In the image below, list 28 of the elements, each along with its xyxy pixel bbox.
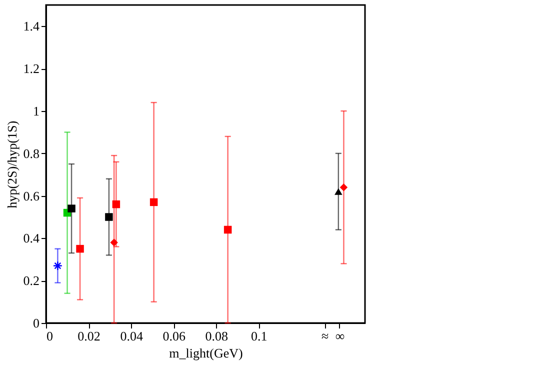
- x-tick-label: 0.08: [205, 328, 228, 344]
- point: [150, 198, 158, 206]
- x-tick-label: 0.06: [162, 328, 186, 344]
- y-axis-title: hyp(2S)/hyp(1S): [4, 120, 20, 208]
- y-tick-label: 0.4: [23, 230, 40, 246]
- x-tick-label: ∞: [335, 328, 345, 344]
- point: [340, 183, 348, 192]
- x-tick-label: ≈: [322, 328, 329, 344]
- x-tick-label: 0: [46, 328, 53, 344]
- x-tick-label: 0.1: [251, 328, 268, 344]
- y-tick-label: 0.2: [23, 273, 40, 288]
- y-tick-label: 0.6: [23, 188, 40, 204]
- x-tick-label: 0.04: [120, 328, 144, 344]
- x-axis-title: m_light(GeV): [169, 346, 243, 360]
- point: [105, 213, 113, 221]
- point: [110, 238, 118, 246]
- y-tick-label: 1: [33, 104, 40, 118]
- x-tick-label: 0.02: [78, 328, 100, 344]
- point: [334, 188, 342, 195]
- y-tick-label: 0: [33, 316, 40, 330]
- point: [112, 200, 120, 208]
- y-tick-label: 1.2: [23, 61, 40, 76]
- point: [76, 244, 84, 253]
- point: [224, 226, 232, 234]
- point: [52, 260, 62, 271]
- y-tick-label: 1.4: [23, 18, 40, 34]
- point: [68, 204, 76, 212]
- y-tick-label: 0.8: [23, 146, 40, 161]
